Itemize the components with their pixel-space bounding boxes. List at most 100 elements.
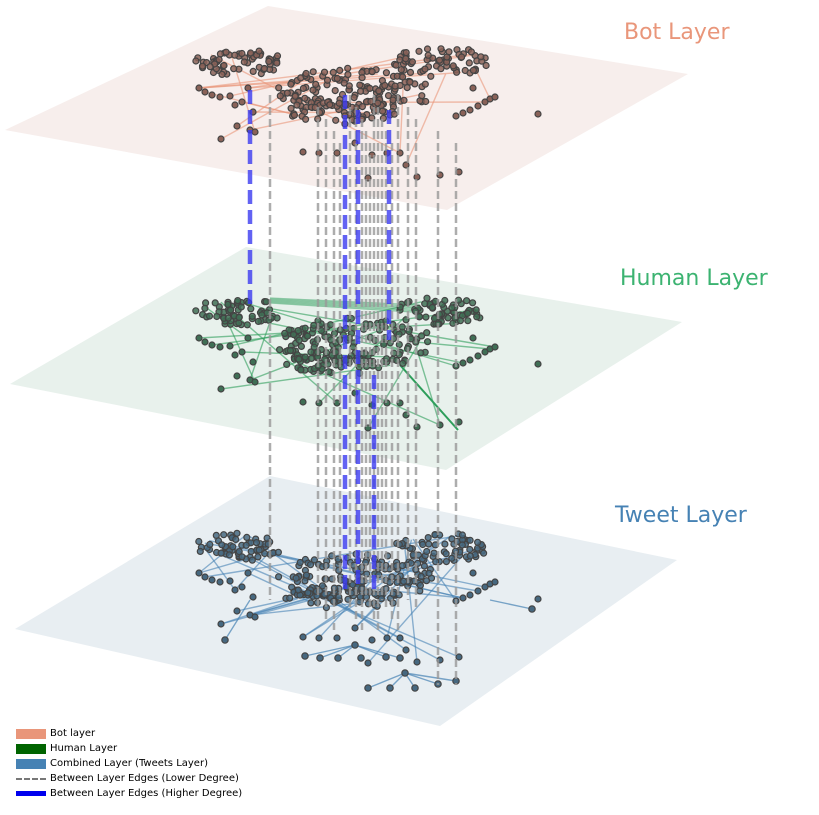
legend-item-human-layer: Human Layer [16, 741, 242, 756]
bot-node [534, 110, 542, 118]
human-node [235, 313, 243, 322]
human-node [251, 378, 259, 386]
human-node [233, 372, 241, 380]
human-node [247, 305, 255, 313]
tweet-node [243, 533, 251, 542]
tweet-node [386, 684, 394, 692]
tweet-node [474, 538, 482, 546]
legend-label: Human Layer [50, 743, 118, 754]
human-node [231, 351, 239, 359]
bot-node [336, 66, 344, 75]
bot-node [427, 72, 435, 80]
human-node [243, 321, 251, 329]
human-node [248, 312, 256, 320]
bot-node [415, 47, 423, 55]
tweet-node [458, 541, 466, 549]
tweet-node [455, 653, 463, 661]
bot-node [247, 49, 255, 57]
inter-layer-edges [247, 90, 458, 685]
bot-node [424, 51, 432, 59]
bot-node [238, 98, 246, 106]
bot-node [273, 59, 281, 67]
bot-node [216, 50, 224, 58]
human-node [227, 306, 235, 314]
bot-node [358, 102, 366, 111]
tweet-node [238, 583, 246, 591]
tweet-node [333, 634, 341, 642]
tweet-edge [404, 672, 457, 682]
bot-node [302, 69, 310, 78]
tweet-node [466, 552, 474, 560]
human-node [216, 343, 224, 351]
bot-node [366, 84, 374, 93]
bot-node [390, 110, 398, 118]
tweet-node [226, 577, 234, 585]
tweet-node [458, 531, 466, 539]
human-node [237, 303, 245, 311]
legend-item-lower-degree-edges: Between Layer Edges (Lower Degree) [16, 771, 242, 786]
tweet-node [301, 577, 309, 585]
tweet-node [459, 594, 467, 602]
human-node [283, 360, 291, 368]
tweet-node [238, 553, 246, 561]
tweet-node [263, 534, 271, 542]
tweet-node [254, 553, 262, 561]
tweet-node [220, 531, 228, 539]
human-node [295, 336, 303, 344]
bot-node [437, 65, 445, 73]
legend-swatch-combined [16, 758, 46, 769]
human-node [301, 324, 309, 332]
bot-node [335, 99, 343, 107]
legend-swatch-bot [16, 728, 46, 739]
bot-node [326, 101, 334, 109]
tweet-node [413, 658, 421, 666]
human-node [213, 312, 221, 321]
bot-node [287, 104, 295, 112]
human-node [441, 296, 449, 305]
tweet-node [318, 582, 327, 590]
bot-node [452, 112, 460, 120]
tweet-node [233, 607, 241, 615]
tweet-node [466, 536, 474, 544]
human-node [262, 298, 270, 306]
tweet-node [469, 569, 477, 577]
bot-node [389, 96, 397, 104]
tweet-node [304, 589, 312, 597]
bot-node [443, 53, 451, 61]
tweet-node [425, 540, 433, 548]
tweet-node [368, 636, 376, 644]
tweet-node [208, 576, 216, 584]
tweet-node [249, 593, 257, 601]
human-node [444, 314, 452, 322]
tweet-node [255, 546, 263, 554]
human-edge [399, 364, 459, 431]
human-edge [367, 342, 420, 429]
human-node [424, 338, 432, 346]
tweet-node [316, 654, 324, 662]
tweet-node [275, 573, 283, 581]
tweet-node [221, 636, 229, 644]
tweet-node [364, 659, 372, 667]
tweet-node [419, 540, 427, 549]
human-node [416, 313, 424, 321]
bot-node [275, 84, 283, 92]
bot-node [218, 70, 226, 79]
tweet-edge [367, 556, 462, 664]
human-edge [415, 347, 441, 426]
tweet-node [310, 556, 318, 564]
tweet-edge [412, 538, 457, 602]
bot-node [402, 48, 410, 57]
human-node [428, 303, 436, 312]
bot-node [297, 74, 305, 82]
human-node [307, 354, 315, 362]
bot-node [474, 102, 482, 110]
tweet-node [402, 646, 410, 654]
bot-node [458, 53, 466, 61]
bot-node [195, 84, 203, 92]
bot-node [469, 66, 477, 74]
bot-node [291, 92, 299, 100]
human-node [534, 360, 542, 368]
tweet-node [334, 654, 342, 662]
human-node [234, 297, 242, 305]
tweet-edge [404, 672, 439, 685]
